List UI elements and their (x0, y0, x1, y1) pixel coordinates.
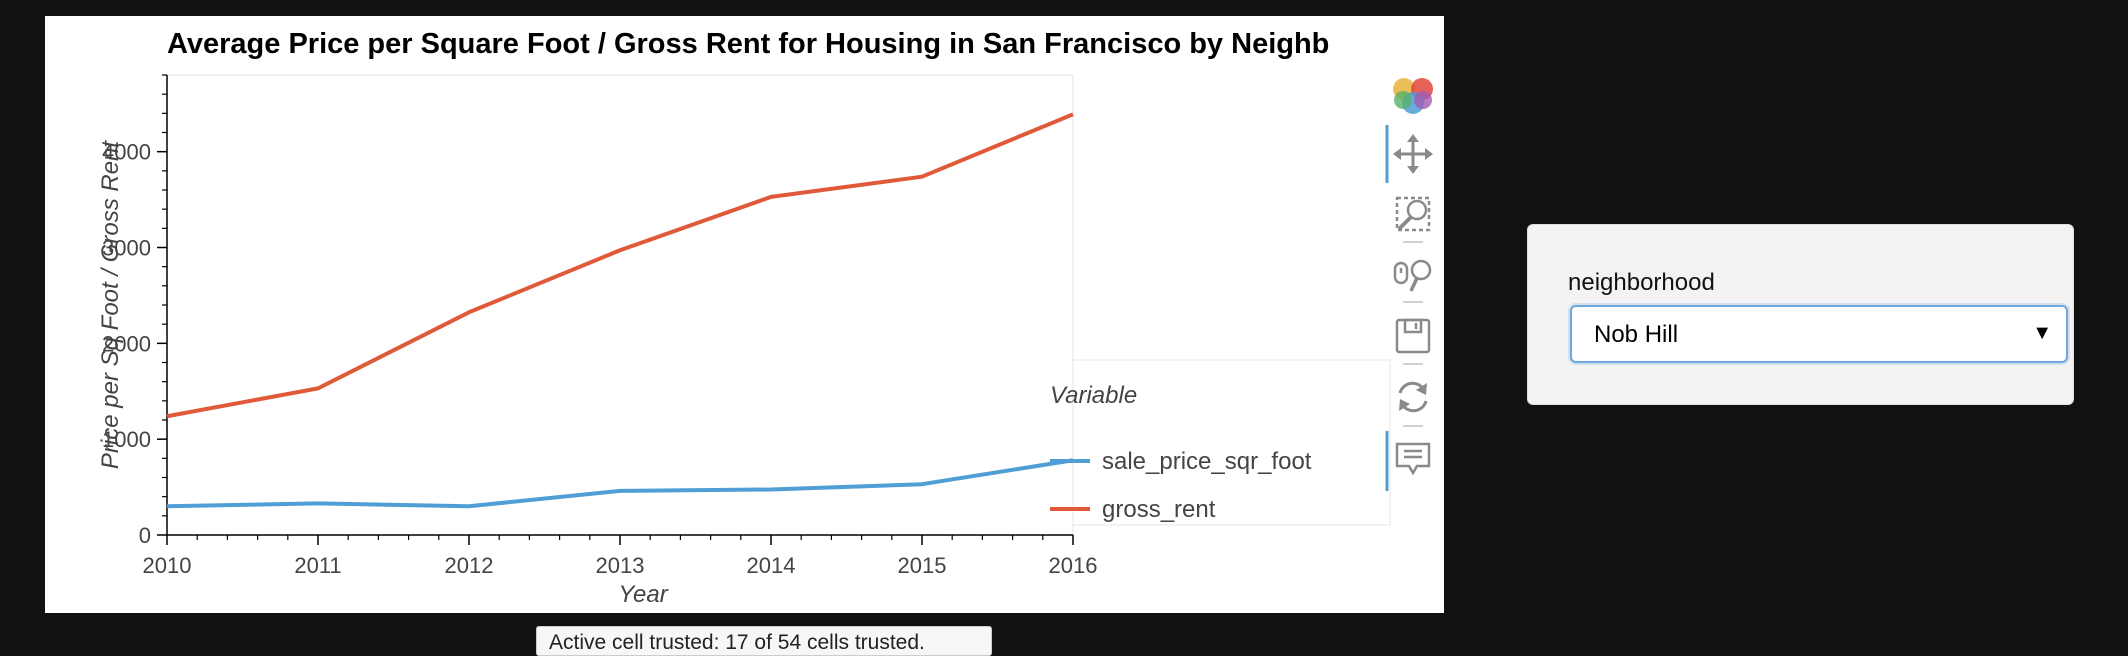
status-tooltip: Active cell trusted: 17 of 54 cells trus… (536, 626, 992, 656)
y-tick-label: 1000 (102, 427, 151, 452)
wheel-zoom-icon[interactable] (1393, 259, 1432, 292)
plot-frame (166, 74, 1074, 536)
legend-label-gross_rent: gross_rent (1102, 496, 1216, 523)
line-chart: 0 1000 2000 3000 4000 2010 2011 2012 2013 2014 20… (97, 74, 1433, 608)
x-axis-label: Year (618, 581, 668, 608)
legend-title: Variable (1050, 382, 1137, 409)
series-line-sale_price_sqr_foot (166, 458, 1074, 509)
chart-title: Average Price per Square Foot / Gross Re… (167, 28, 1330, 60)
legend-box (1072, 359, 1391, 526)
x-tick-label: 2013 (596, 553, 645, 578)
box-zoom-icon[interactable] (1395, 196, 1431, 232)
bokeh-logo[interactable] (1393, 78, 1433, 114)
pan-icon[interactable] (1393, 134, 1433, 174)
neighborhood-label: neighborhood (1568, 269, 1715, 296)
plot-panel: 0 1000 2000 3000 4000 2010 2011 2012 2013 2014 20… (45, 16, 1444, 613)
y-tick-label: 3000 (102, 236, 151, 261)
hover-icon[interactable] (1395, 442, 1431, 476)
x-tick-label: 2010 (143, 553, 192, 578)
toolbar (1385, 78, 1433, 491)
y-tick-label: 4000 (102, 140, 151, 165)
neighborhood-select[interactable]: Nob Hill ▼ (1570, 305, 2068, 363)
legend-label-sale_price_sqr_foot: sale_price_sqr_foot (1102, 448, 1312, 475)
selected-neighborhood: Nob Hill (1594, 321, 1679, 348)
x-tick-label: 2012 (445, 553, 494, 578)
x-tick-label: 2014 (747, 553, 796, 578)
save-icon[interactable] (1395, 318, 1431, 354)
neighborhood-widget: neighborhood Nob Hill ▼ (1527, 224, 2074, 405)
x-tick-label: 2016 (1049, 553, 1098, 578)
y-axis-label: Price per Sq Foot / Gross Rent (97, 140, 124, 469)
series-line-gross_rent (166, 112, 1074, 419)
reset-icon[interactable] (1398, 381, 1428, 413)
y-tick-label: 2000 (102, 331, 151, 356)
y-tick-label: 0 (139, 523, 151, 548)
chevron-down-icon: ▼ (2032, 322, 2052, 344)
x-tick-label: 2011 (294, 553, 341, 578)
x-tick-label: 2015 (898, 553, 947, 578)
